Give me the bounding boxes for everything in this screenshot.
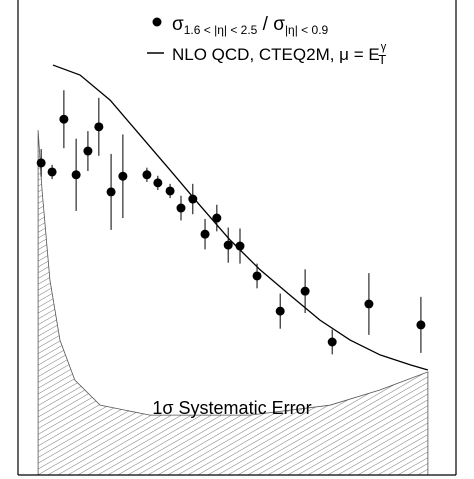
data-point [364, 299, 374, 309]
band-label: 1σ Systematic Error [152, 398, 311, 418]
data-point [212, 213, 222, 223]
data-point [327, 337, 337, 347]
data-point [300, 286, 310, 296]
legend-label: σ1.6 < |η| < 2.5 / σ|η| < 0.9 [172, 14, 329, 37]
data-point [176, 203, 186, 213]
theory-curve [52, 64, 429, 371]
data-point [252, 271, 262, 281]
data-point [416, 320, 426, 330]
data-point [200, 229, 210, 239]
legend: σ1.6 < |η| < 2.5 / σ|η| < 0.9 NLO QCD, C… [147, 14, 387, 67]
data-point [142, 170, 152, 180]
data-point [275, 306, 285, 316]
data-point [36, 158, 46, 168]
data-point [83, 146, 93, 156]
data-point [47, 167, 57, 177]
data-point [71, 170, 81, 180]
data-point [118, 171, 128, 181]
plot-area [36, 64, 429, 476]
systematic-band [37, 130, 429, 476]
data-point [235, 241, 245, 251]
data-point [59, 114, 69, 124]
data-point [94, 122, 104, 132]
data-point [106, 187, 116, 197]
legend-marker [152, 17, 162, 27]
legend-label: NLO QCD, CTEQ2M, μ = Eγ T [172, 41, 387, 67]
data-point [165, 186, 175, 196]
data-point [188, 194, 198, 204]
data-point [223, 240, 233, 250]
data-point [153, 178, 163, 188]
